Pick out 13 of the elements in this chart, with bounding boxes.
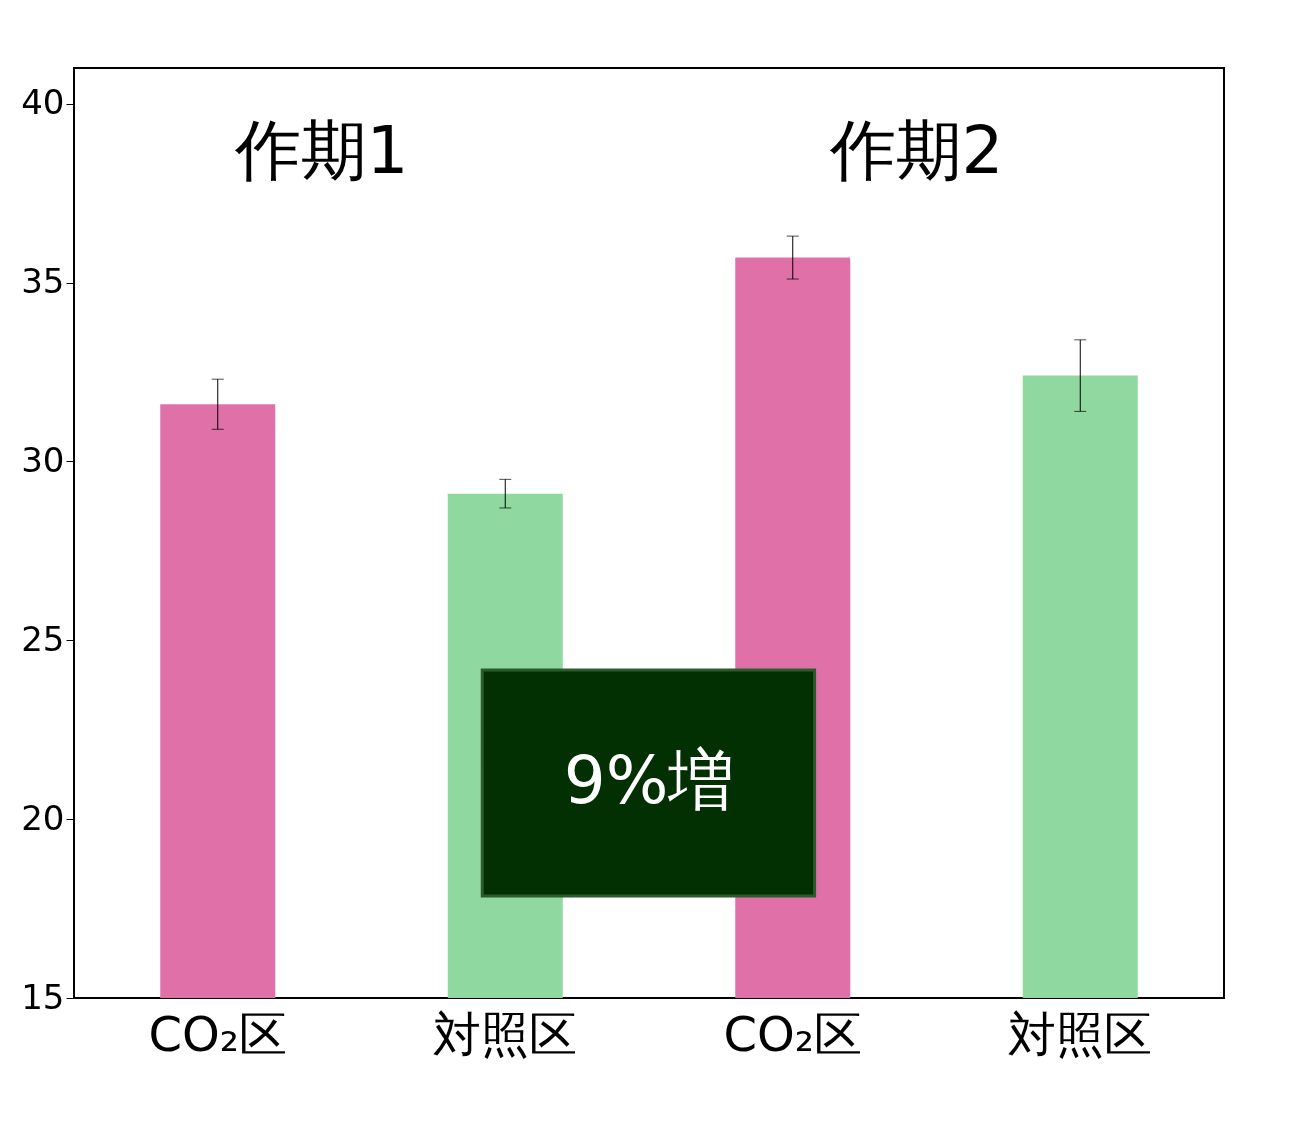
x-tick-label: CO₂区 — [723, 1005, 863, 1062]
y-tick-label: 30 — [21, 439, 65, 480]
y-tick-label: 15 — [21, 976, 65, 1017]
x-tick-label: 対照区 — [433, 1005, 578, 1062]
y-tick-label: 20 — [21, 797, 65, 838]
annotation: 作期1 — [233, 112, 409, 189]
x-tick-label: 対照区 — [1008, 1005, 1153, 1062]
x-tick-label: CO₂区 — [148, 1005, 288, 1062]
annotation: 9%増 — [563, 742, 735, 819]
annotation: 作期2 — [828, 112, 1004, 189]
y-tick-label: 40 — [21, 82, 65, 123]
y-tick-label: 35 — [21, 261, 65, 302]
y-tick-label: 25 — [21, 618, 65, 659]
